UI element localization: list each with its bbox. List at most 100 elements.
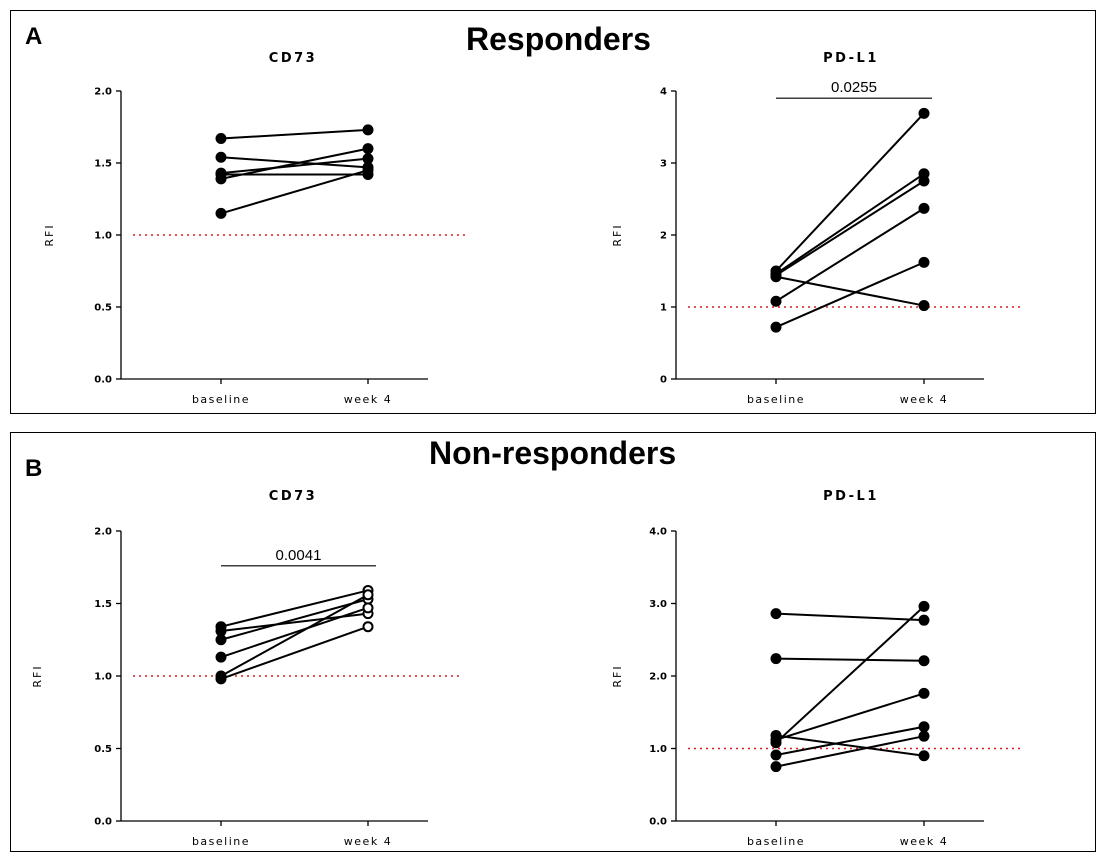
panel-letter-b: B bbox=[25, 455, 43, 482]
data-point bbox=[918, 750, 930, 762]
y-tick-label: 2.0 bbox=[94, 87, 112, 98]
chart-nonresponders-pdl1: PD-L1 0.0 1.0 2.0 3.0 4.0 RFI baseline week 4 bbox=[611, 489, 1023, 848]
x-category-label: week 4 bbox=[344, 393, 392, 406]
y-tick-label: 0.5 bbox=[94, 744, 112, 755]
panel-letter-a: A bbox=[25, 23, 43, 50]
data-point bbox=[918, 600, 930, 612]
y-tick-label: 2.0 bbox=[94, 527, 112, 538]
group-title-responders: Responders bbox=[466, 21, 651, 57]
series-line bbox=[775, 605, 925, 744]
chart-title: CD73 bbox=[269, 51, 317, 66]
series-line bbox=[220, 598, 369, 641]
data-point bbox=[918, 175, 930, 187]
series-line bbox=[220, 147, 369, 180]
data-point bbox=[918, 256, 930, 268]
series-line bbox=[775, 612, 925, 622]
data-point bbox=[215, 151, 227, 163]
x-category-label: baseline bbox=[747, 835, 805, 848]
data-point bbox=[770, 271, 782, 283]
y-tick-label: 3.0 bbox=[649, 599, 667, 610]
y-axis-label: RFI bbox=[611, 223, 624, 246]
data-point bbox=[770, 737, 782, 749]
series-line bbox=[220, 169, 369, 215]
data-point bbox=[362, 164, 374, 176]
y-tick-label: 1.5 bbox=[94, 599, 112, 610]
y-axis-label: RFI bbox=[611, 664, 624, 687]
y-tick-label: 1.0 bbox=[94, 672, 112, 683]
y-tick-label: 0.0 bbox=[94, 375, 112, 386]
series-line bbox=[775, 112, 925, 272]
series-line bbox=[220, 625, 369, 680]
x-category-label: baseline bbox=[192, 393, 250, 406]
data-point bbox=[918, 202, 930, 214]
y-tick-label: 4 bbox=[660, 87, 667, 98]
x-category-label: week 4 bbox=[900, 835, 948, 848]
series-line bbox=[775, 657, 925, 662]
chart-title: PD-L1 bbox=[823, 51, 879, 66]
series-line bbox=[775, 735, 925, 768]
y-axis-label: RFI bbox=[43, 223, 56, 246]
data-point bbox=[215, 133, 227, 145]
y-tick-label: 1.5 bbox=[94, 159, 112, 170]
data-point bbox=[362, 602, 374, 614]
data-point bbox=[770, 321, 782, 333]
y-tick-label: 0 bbox=[660, 375, 667, 386]
data-point bbox=[215, 673, 227, 685]
y-tick-label: 1 bbox=[660, 303, 667, 314]
series-line bbox=[775, 275, 925, 307]
y-tick-label: 2 bbox=[660, 231, 667, 242]
y-tick-label: 3 bbox=[660, 159, 667, 170]
series-line bbox=[775, 261, 925, 329]
y-tick-label: 0.0 bbox=[94, 817, 112, 828]
series-line bbox=[220, 606, 369, 659]
data-point bbox=[770, 608, 782, 620]
data-point bbox=[770, 295, 782, 307]
chart-title: CD73 bbox=[269, 489, 317, 504]
y-tick-label: 4.0 bbox=[649, 527, 667, 538]
series-line bbox=[775, 207, 925, 303]
x-category-label: baseline bbox=[747, 393, 805, 406]
data-point bbox=[918, 107, 930, 119]
data-point bbox=[770, 653, 782, 665]
data-point bbox=[918, 730, 930, 742]
data-point bbox=[215, 651, 227, 663]
chart-responders-cd73: CD73 0.0 0.5 1.0 1.5 2.0 RFI baseline week 4 bbox=[43, 51, 467, 406]
panel-b: B Non-responders CD73 0.0 0.5 1.0 1.5 2.0 RFI b… bbox=[10, 432, 1096, 852]
chart-title: PD-L1 bbox=[823, 489, 879, 504]
y-tick-label: 0.0 bbox=[649, 817, 667, 828]
y-tick-label: 0.5 bbox=[94, 303, 112, 314]
y-axis-label: RFI bbox=[31, 664, 44, 687]
data-point bbox=[918, 721, 930, 733]
data-point bbox=[918, 300, 930, 312]
data-point bbox=[918, 655, 930, 667]
series-line bbox=[775, 172, 925, 275]
series-line bbox=[775, 725, 925, 757]
series-line bbox=[220, 589, 369, 628]
data-point bbox=[362, 143, 374, 155]
x-category-label: week 4 bbox=[900, 393, 948, 406]
data-point bbox=[770, 761, 782, 773]
data-point bbox=[215, 173, 227, 185]
y-tick-label: 2.0 bbox=[649, 672, 667, 683]
series-line bbox=[775, 180, 925, 277]
data-point bbox=[918, 614, 930, 626]
data-point bbox=[918, 687, 930, 699]
series-line bbox=[775, 734, 925, 757]
significance-p-value: 0.0255 bbox=[831, 79, 877, 96]
data-point bbox=[770, 749, 782, 761]
data-point bbox=[362, 124, 374, 136]
series-line bbox=[220, 593, 369, 677]
chart-responders-pdl1: PD-L1 0 1 2 3 4 RFI baseline week 4 0.0255 bbox=[611, 51, 1023, 406]
y-tick-label: 1.0 bbox=[94, 231, 112, 242]
y-tick-label: 1.0 bbox=[649, 744, 667, 755]
panel-a: A Responders CD73 0.0 0.5 1.0 1.5 2.0 RFI basel… bbox=[10, 10, 1096, 414]
group-title-non-responders: Non-responders bbox=[429, 435, 677, 471]
data-point bbox=[215, 634, 227, 646]
data-point bbox=[215, 207, 227, 219]
series-line bbox=[775, 692, 925, 741]
series-line bbox=[220, 156, 369, 169]
series-line bbox=[220, 128, 369, 140]
series-line bbox=[220, 157, 369, 175]
data-point bbox=[362, 153, 374, 165]
